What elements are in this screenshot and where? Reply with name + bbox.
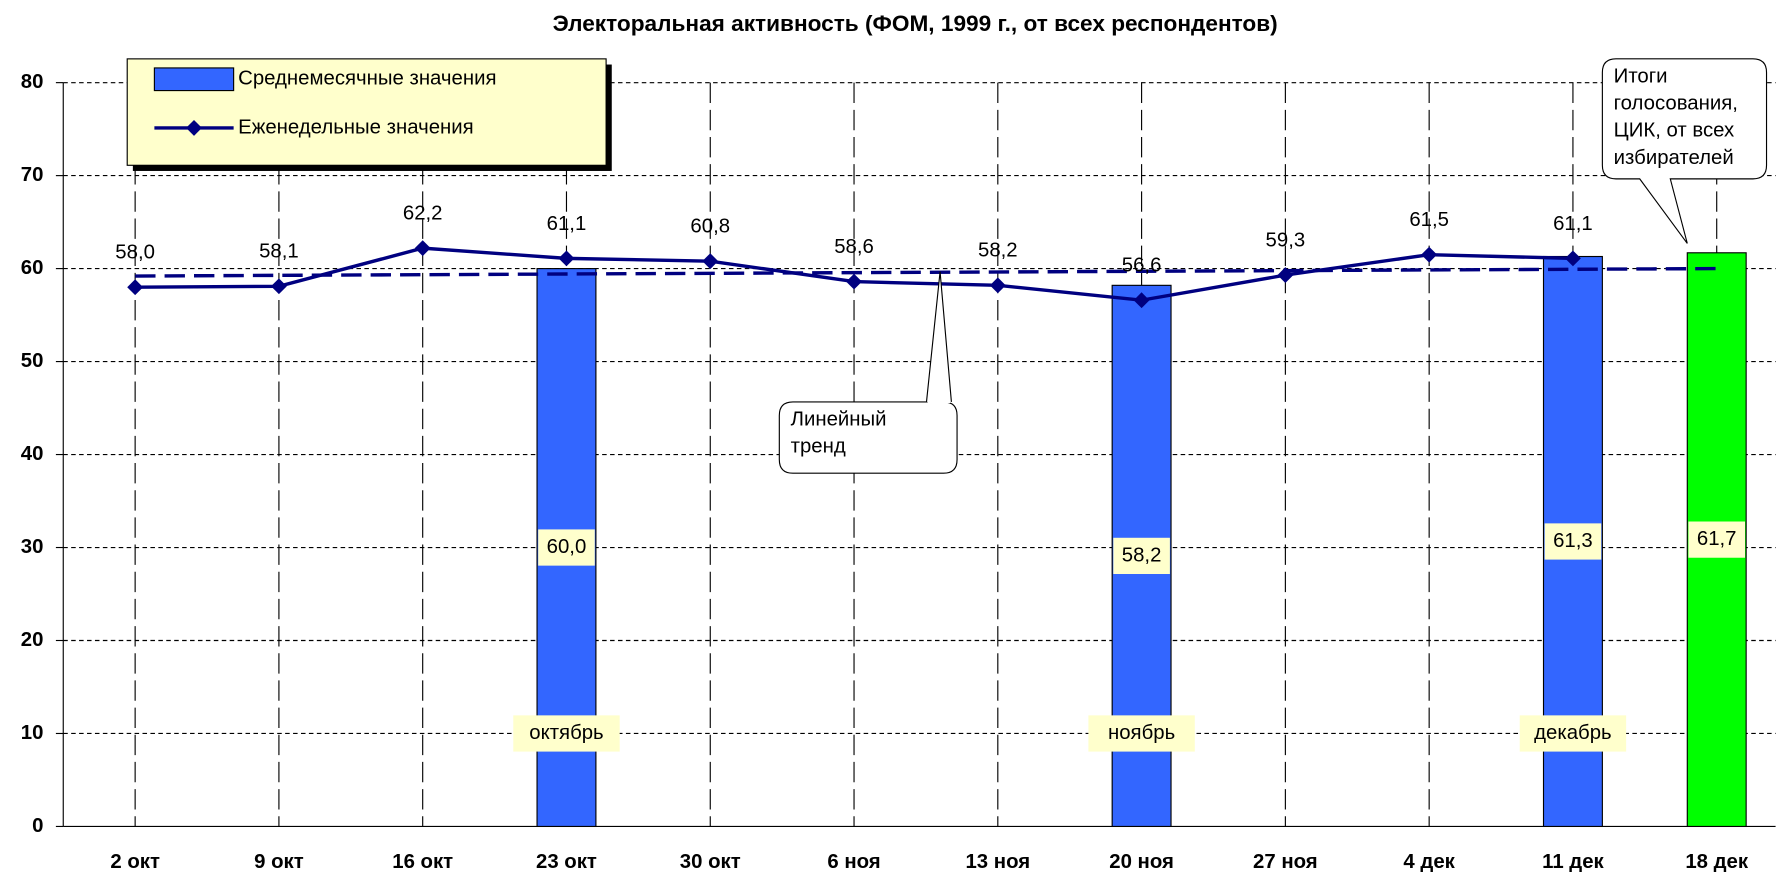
- x-tick-label: 6 ноя: [827, 851, 880, 873]
- data-label: 60,8: [690, 216, 730, 238]
- x-tick-label: 18 дек: [1685, 851, 1749, 873]
- x-tick-label: 16 окт: [392, 851, 453, 873]
- month-label-bg: [1088, 715, 1195, 752]
- y-tick-label: 20: [21, 629, 44, 651]
- data-label: 61,1: [547, 213, 587, 235]
- callout-box: [1601, 58, 1768, 244]
- chart-title: Электоральная активность (ФОМ, 1999 г., …: [553, 11, 1278, 36]
- x-tick-label: 2 окт: [110, 851, 160, 873]
- bar-value-label: 61,7: [1697, 528, 1737, 550]
- x-tick-label: 27 ноя: [1253, 851, 1318, 873]
- callout-text: Итоги: [1614, 65, 1668, 87]
- callout-text: голосования,: [1614, 93, 1738, 115]
- bar-value-label-bg: [538, 529, 595, 566]
- bar-value-label-bg: [1544, 523, 1602, 560]
- y-tick-label: 30: [21, 536, 44, 558]
- month-label: ноябрь: [1108, 722, 1175, 744]
- data-label: 59,3: [1266, 230, 1306, 252]
- x-tick-label: 11 дек: [1542, 851, 1604, 873]
- month-label: октябрь: [529, 722, 603, 744]
- marker: [989, 277, 1006, 294]
- data-label: 62,2: [403, 203, 443, 225]
- data-label: 61,1: [1553, 213, 1593, 235]
- callout-text: тренд: [791, 436, 846, 458]
- legend-marker: [186, 120, 202, 136]
- marker: [846, 273, 862, 290]
- data-label: 58,0: [115, 242, 155, 264]
- callout-text: избирателей: [1614, 147, 1734, 169]
- legend-label: Среднемесячные значения: [238, 68, 496, 90]
- month-label-bg: [513, 715, 620, 752]
- legend-label: Еженедельные значения: [238, 116, 474, 138]
- data-label: 61,5: [1409, 209, 1449, 231]
- bar-value-label-bg: [1113, 537, 1170, 575]
- marker: [702, 253, 719, 270]
- x-tick-label: 20 ноя: [1109, 851, 1174, 873]
- x-tick-label: 4 дек: [1403, 851, 1455, 873]
- marker: [414, 240, 431, 257]
- callout-text: ЦИК, от всех: [1614, 120, 1735, 142]
- marker: [1277, 267, 1294, 284]
- data-label: 58,1: [259, 241, 299, 263]
- y-tick-label: 60: [21, 257, 44, 279]
- callout-text: Линейный: [791, 408, 887, 430]
- x-tick-label: 13 ноя: [965, 851, 1030, 873]
- callout-pointer: [925, 271, 952, 402]
- y-tick-label: 40: [21, 443, 44, 465]
- y-tick-label: 0: [32, 815, 43, 837]
- month-label-bg: [1519, 715, 1627, 752]
- x-tick-label: 30 окт: [680, 851, 741, 873]
- data-label: 56,6: [1122, 255, 1162, 277]
- bar-value-label: 58,2: [1122, 544, 1162, 566]
- marker: [1565, 250, 1581, 267]
- x-tick-label: 9 окт: [254, 851, 304, 873]
- x-tick-label: 23 окт: [536, 851, 597, 873]
- bar-value-label-bg: [1688, 521, 1746, 558]
- marker: [558, 250, 575, 267]
- marker: [1421, 246, 1438, 263]
- y-tick-label: 10: [21, 722, 44, 744]
- legend-swatch: [153, 67, 235, 92]
- month-label: декабрь: [1534, 722, 1611, 744]
- y-tick-label: 70: [21, 164, 44, 186]
- y-tick-label: 50: [21, 350, 44, 372]
- data-label: 58,6: [834, 236, 874, 258]
- y-tick-label: 80: [21, 71, 44, 93]
- bar-value-label: 61,3: [1553, 530, 1593, 552]
- data-label: 58,2: [978, 240, 1018, 262]
- bar-value-label: 60,0: [547, 536, 587, 558]
- callout-box: [778, 401, 958, 474]
